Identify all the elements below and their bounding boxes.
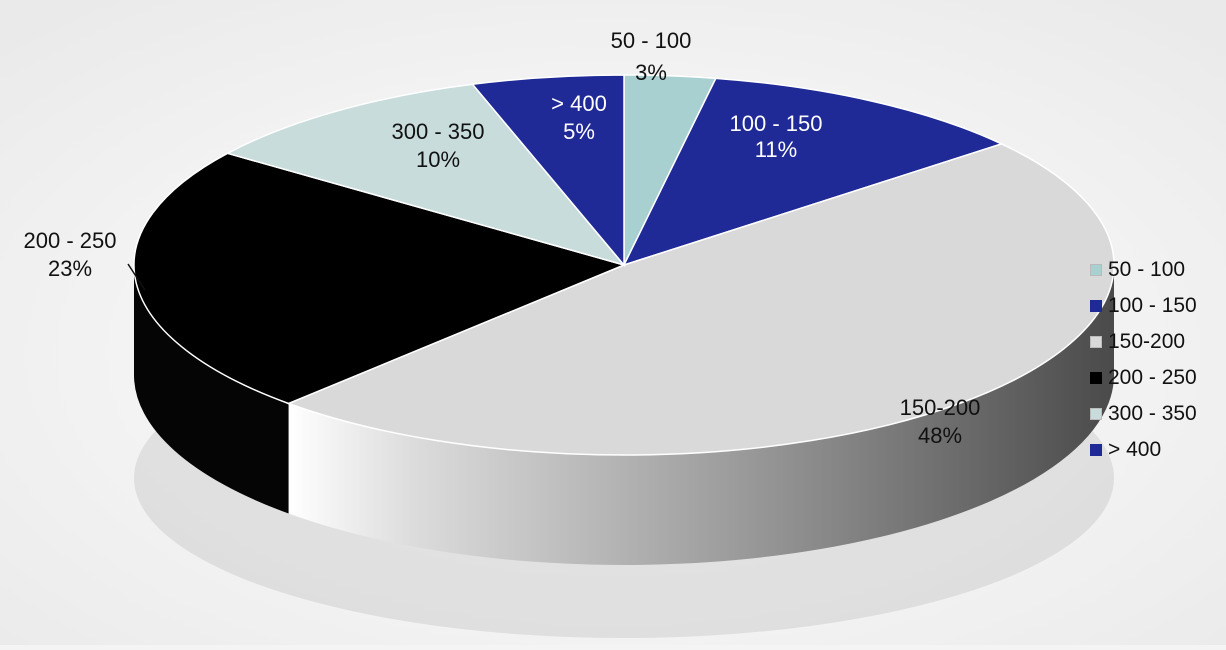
legend-swatch xyxy=(1090,372,1102,384)
legend-item-150-200: 150-200 xyxy=(1090,324,1197,360)
legend-item-400: > 400 xyxy=(1090,432,1197,468)
data-label-label-400: > 400 xyxy=(551,91,607,116)
legend-label: 150-200 xyxy=(1108,330,1186,353)
legend-item-300-350: 300 - 350 xyxy=(1090,396,1197,432)
legend-item-100-150: 100 - 150 xyxy=(1090,288,1197,324)
legend-swatch xyxy=(1090,408,1102,420)
data-label-label-150-200: 150-200 xyxy=(900,395,981,420)
pie-slice-100-150 xyxy=(622,77,1004,267)
data-label-percent-100-150: 11% xyxy=(755,137,797,162)
legend-label: 50 - 100 xyxy=(1108,258,1186,281)
data-label-percent-300-350: 10% xyxy=(416,147,460,172)
data-label-label-300-350: 300 - 350 xyxy=(392,119,485,144)
pie-side-150-200 xyxy=(288,265,1115,566)
data-label-label-50-100: 50 - 100 xyxy=(611,28,692,53)
pie-slice-150-200 xyxy=(286,143,1115,456)
pie-slice-200-250 xyxy=(133,152,627,405)
data-label-percent-200-250: 23% xyxy=(48,256,92,281)
pie-slice-300-350 xyxy=(225,83,627,267)
pie-slice-400 xyxy=(471,74,625,268)
legend-label: 200 - 250 xyxy=(1108,366,1197,389)
legend-item-50-100: 50 - 100 xyxy=(1090,252,1197,288)
legend-label: > 400 xyxy=(1108,438,1162,461)
pie-side-200-250 xyxy=(134,265,289,514)
data-label-label-200-250: 200 - 250 xyxy=(24,228,117,253)
legend-swatch xyxy=(1090,300,1102,312)
data-label-label-100-150: 100 - 150 xyxy=(730,111,823,136)
data-label-percent-400: 5% xyxy=(563,119,595,144)
legend-swatch xyxy=(1090,264,1102,276)
data-label-percent-50-100: 3% xyxy=(635,60,667,85)
legend-swatch xyxy=(1090,444,1102,456)
data-label-percent-150-200: 48% xyxy=(918,423,962,448)
legend-label: 100 - 150 xyxy=(1108,294,1197,317)
chart-legend: 50 - 100 100 - 150 150-200 200 - 250 300 - 3… xyxy=(1090,252,1197,468)
legend-item-200-250: 200 - 250 xyxy=(1090,360,1197,396)
legend-label: 300 - 350 xyxy=(1108,402,1197,425)
legend-swatch xyxy=(1090,336,1102,348)
leader-line-200-250 xyxy=(127,263,146,291)
